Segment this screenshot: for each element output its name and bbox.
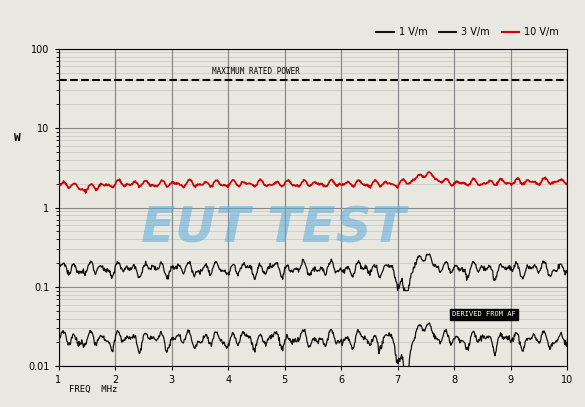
Text: DERIVED FROM AF: DERIVED FROM AF (452, 311, 515, 317)
Text: EUT TEST: EUT TEST (141, 204, 406, 252)
Text: MAXIMUM RATED POWER: MAXIMUM RATED POWER (212, 67, 300, 76)
Text: W: W (15, 133, 21, 143)
Text: FREQ  MHz: FREQ MHz (68, 385, 117, 394)
Legend: 1 V/m, 3 V/m, 10 V/m: 1 V/m, 3 V/m, 10 V/m (373, 23, 563, 41)
